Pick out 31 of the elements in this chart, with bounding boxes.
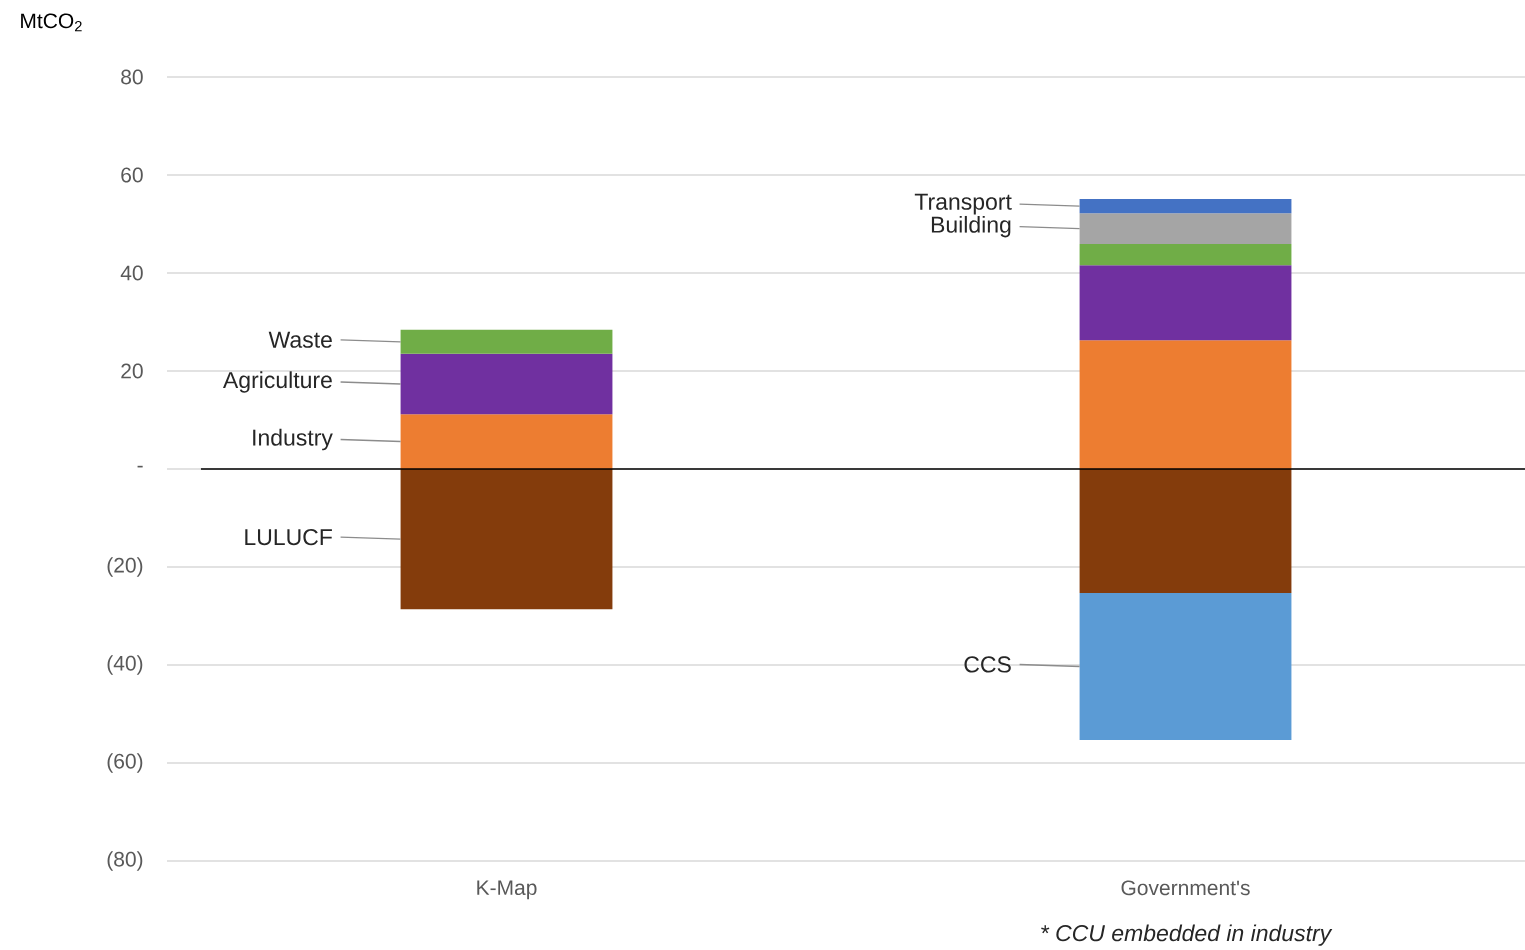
bar: [1079, 340, 1292, 470]
y-tick-label: 80: [121, 69, 143, 85]
bar: [400, 329, 613, 354]
y-tick-label: 20: [121, 363, 143, 379]
text: Agriculture: [222, 371, 332, 393]
bar: [1079, 592, 1292, 740]
text: Transport: [914, 193, 1012, 215]
bar: [400, 353, 613, 415]
y-tick-label: (80): [107, 851, 143, 871]
text: Building: [931, 215, 1011, 238]
bar: [1079, 265, 1292, 341]
y-tick-label: (40): [107, 655, 143, 675]
bar: [1079, 213, 1292, 245]
text: CCS: [964, 656, 1011, 673]
text: * CCU embedded in industry: [1041, 924, 1333, 946]
text: Waste: [268, 331, 332, 348]
bar: [400, 469, 613, 610]
y-tick-label: (60): [107, 753, 143, 773]
y-axis-title: MtCO$_{2}$: [21, 13, 82, 32]
bar: [1079, 244, 1292, 266]
bar: [1079, 199, 1292, 214]
x-tick-label: Government's: [1121, 880, 1250, 896]
bar: [1079, 469, 1292, 593]
y-tick-label: 40: [120, 265, 143, 281]
bar: [400, 414, 613, 470]
text: Industry: [253, 428, 333, 451]
y-tick-label: 60: [121, 167, 143, 183]
x-tick-label: K-Map: [477, 880, 537, 900]
text: LULUCF: [245, 528, 332, 546]
y-tick-label: (20): [107, 557, 143, 577]
y-tick-label: -: [137, 465, 143, 468]
